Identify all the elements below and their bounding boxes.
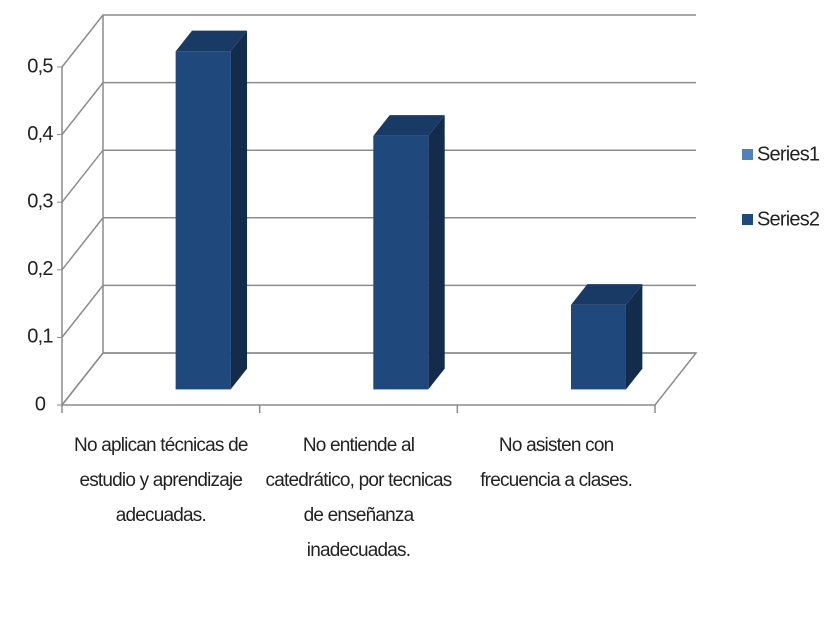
y-tick-label: 0,4 — [27, 123, 53, 145]
legend-label: Series2 — [757, 208, 820, 230]
bar-side — [230, 30, 248, 390]
y-tick-label: 0,2 — [27, 258, 53, 280]
y-tick-label: 0,1 — [27, 326, 53, 348]
legend-swatch — [742, 214, 753, 225]
y-tick-label: 0 — [35, 393, 46, 415]
x-tick-label: No asisten con frecuencia a clases. — [480, 435, 633, 491]
grid-line — [61, 81, 696, 136]
bar — [570, 304, 626, 390]
grid-line — [61, 149, 696, 203]
y-tick-label: 0,5 — [27, 55, 53, 77]
bar-side — [625, 284, 643, 390]
legend-label: Series1 — [757, 143, 820, 165]
grid-line — [61, 217, 696, 271]
bar — [175, 51, 231, 390]
legend-swatch — [742, 149, 753, 160]
grid-line — [61, 284, 696, 338]
bar — [373, 135, 429, 390]
bar-side — [428, 115, 445, 390]
bar-top — [570, 284, 643, 305]
bar-top — [175, 30, 248, 52]
x-tick-label: No aplican técnicas de estudio y aprendi… — [74, 435, 248, 526]
grid-line — [61, 14, 696, 68]
bar-top — [373, 115, 445, 136]
grid-line — [61, 352, 696, 406]
y-tick-label: 0,3 — [27, 190, 53, 212]
x-tick-label: No entiende al catedrático, por tecnicas… — [265, 435, 453, 561]
